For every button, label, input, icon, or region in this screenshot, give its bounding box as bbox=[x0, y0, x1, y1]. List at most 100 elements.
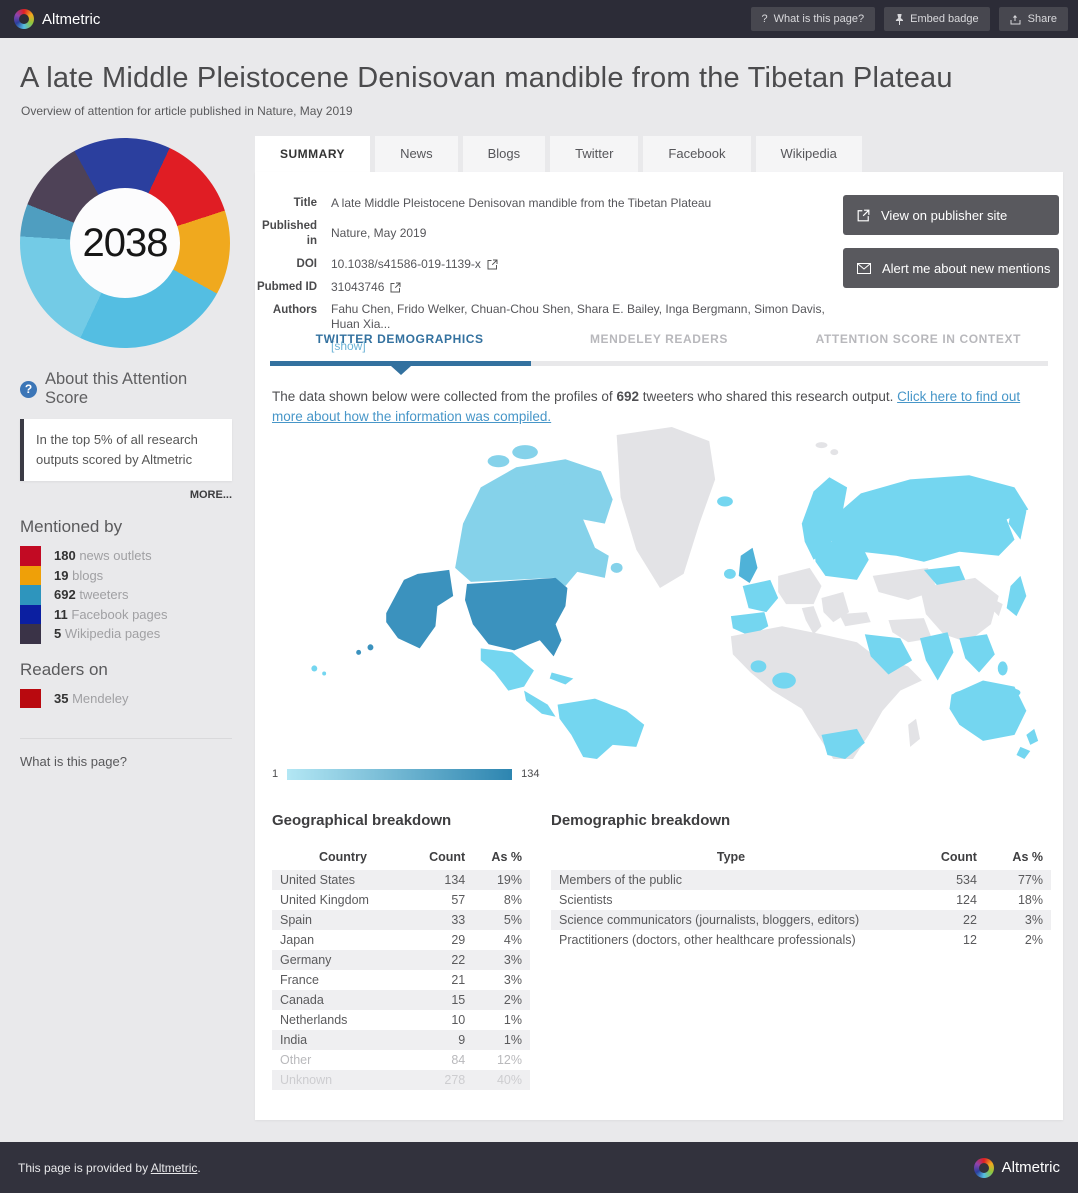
tab-summary[interactable]: SUMMARY bbox=[255, 136, 371, 172]
external-link-icon bbox=[857, 209, 870, 221]
doi-label: DOI bbox=[296, 258, 317, 270]
what-is-this-page-link[interactable]: What is this page? bbox=[20, 754, 127, 770]
subtab-notch bbox=[391, 366, 411, 375]
subtab-underline-active bbox=[270, 361, 531, 366]
top-bar: Altmetric ? What is this page? Embed bad… bbox=[0, 0, 1078, 38]
list-item: 11 Facebook pages bbox=[20, 604, 232, 625]
table-row: Spain 33 5% bbox=[272, 910, 530, 930]
share-button[interactable]: Share bbox=[998, 7, 1068, 31]
list-item: 180 news outlets bbox=[20, 546, 232, 566]
mendeley-color-swatch bbox=[20, 688, 41, 709]
list-item: 35 Mendeley bbox=[20, 688, 232, 709]
altmetric-footer-link[interactable]: Altmetric bbox=[150, 1160, 198, 1175]
external-link-icon[interactable] bbox=[390, 282, 401, 293]
sidebar: 2038 ? About this Attention Score In the… bbox=[20, 138, 232, 769]
facebook-color-swatch bbox=[20, 604, 41, 625]
attention-score: 2038 bbox=[82, 220, 169, 265]
blogs-color-swatch bbox=[20, 565, 41, 586]
about-attention-score[interactable]: ? About this Attention Score bbox=[20, 370, 232, 408]
list-item: 692 tweeters bbox=[20, 585, 232, 605]
main-tabs: SUMMARY News Blogs Twitter Facebook Wiki… bbox=[255, 136, 1063, 172]
world-map-choropleth[interactable] bbox=[270, 427, 1048, 759]
table-row: Practitioners (doctors, other healthcare… bbox=[559, 933, 1043, 947]
page-title: A late Middle Pleistocene Denisovan mand… bbox=[20, 62, 953, 94]
page-header: A late Middle Pleistocene Denisovan mand… bbox=[0, 38, 1078, 118]
sub-tabs: TWITTER DEMOGRAPHICS MENDELEY READERS AT… bbox=[270, 332, 1048, 346]
footer-text: This page is provided by Altmetric. bbox=[18, 1160, 201, 1175]
table-row: Members of the public 534 77% bbox=[551, 870, 1051, 890]
readers-list: 35 Mendeley bbox=[20, 688, 232, 709]
subtab-attention-score-context[interactable]: ATTENTION SCORE IN CONTEXT bbox=[815, 332, 1022, 346]
tab-wikipedia[interactable]: Wikipedia bbox=[755, 136, 862, 172]
table-row: Netherlands 10 1% bbox=[280, 1013, 522, 1027]
tweeter-count: 692 bbox=[616, 389, 639, 404]
altmetric-ring-icon bbox=[14, 9, 34, 29]
pubmed-label: Pubmed ID bbox=[256, 281, 317, 293]
mentioned-by-heading: Mentioned by bbox=[20, 517, 123, 537]
footer: This page is provided by Altmetric. Altm… bbox=[0, 1142, 1078, 1193]
demographics-intro: The data shown below were collected from… bbox=[272, 389, 1021, 424]
share-icon bbox=[1010, 14, 1021, 24]
table-row: Science communicators (journalists, blog… bbox=[551, 910, 1051, 930]
legend-min: 1 bbox=[272, 768, 279, 780]
footer-brand: Altmetric bbox=[973, 1157, 1060, 1178]
score-context-box: In the top 5% of all research outputs sc… bbox=[20, 419, 232, 482]
show-authors-link[interactable]: [show] bbox=[331, 339, 366, 353]
question-circle-icon: ? bbox=[20, 380, 37, 398]
authors-value: Fahu Chen, Frido Welker, Chuan-Chou Shen… bbox=[331, 302, 825, 331]
demographic-breakdown: Demographic breakdown Type Count As % Me… bbox=[551, 812, 1051, 950]
list-item: 19 blogs bbox=[20, 565, 232, 586]
published-in-value: Nature, May 2019 bbox=[331, 226, 427, 240]
tab-blogs[interactable]: Blogs bbox=[462, 136, 546, 172]
mentioned-by-list: 180 news outlets 19 blogs 692 tweeters 1… bbox=[20, 546, 232, 644]
summary-panel: Title A late Middle Pleistocene Denisova… bbox=[255, 172, 1063, 1120]
world-map-svg bbox=[311, 427, 1039, 759]
view-on-publisher-button[interactable]: View on publisher site bbox=[843, 195, 1059, 235]
table-row: Germany 22 3% bbox=[272, 950, 530, 970]
tab-news[interactable]: News bbox=[375, 136, 458, 172]
demo-title: Demographic breakdown bbox=[551, 812, 731, 829]
article-details: Title A late Middle Pleistocene Denisova… bbox=[255, 195, 830, 361]
subtab-underline bbox=[270, 361, 1048, 375]
compiled-info-link[interactable]: Click here to find out more about how th… bbox=[272, 389, 1021, 424]
table-row: United Kingdom 57 8% bbox=[280, 893, 522, 907]
envelope-icon bbox=[857, 262, 871, 274]
altmetric-logo: Altmetric bbox=[14, 9, 100, 29]
geographical-breakdown: Geographical breakdown Country Count As … bbox=[272, 812, 530, 1090]
table-row: Scientists 124 18% bbox=[559, 893, 1043, 907]
topbar-buttons: ? What is this page? Embed badge Share bbox=[750, 7, 1068, 31]
table-row: Other 84 12% bbox=[280, 1053, 522, 1067]
alert-new-mentions-button[interactable]: Alert me about new mentions bbox=[843, 248, 1059, 288]
list-item: 5 Wikipedia pages bbox=[20, 624, 232, 644]
tab-facebook[interactable]: Facebook bbox=[643, 136, 751, 172]
question-icon: ? bbox=[761, 13, 768, 25]
table-row: Unknown 278 40% bbox=[272, 1070, 530, 1090]
altmetric-ring-icon bbox=[973, 1157, 994, 1178]
title-value: A late Middle Pleistocene Denisovan mand… bbox=[331, 195, 712, 210]
embed-badge-button[interactable]: Embed badge bbox=[884, 7, 990, 31]
pubmed-value: 31043746 bbox=[331, 279, 385, 294]
subtab-mendeley-readers[interactable]: MENDELEY READERS bbox=[589, 332, 729, 346]
brand-name: Altmetric bbox=[42, 10, 101, 28]
table-row: Canada 15 2% bbox=[272, 990, 530, 1010]
sidebar-divider bbox=[20, 738, 232, 740]
title-label: Title bbox=[293, 197, 317, 209]
table-row: France 21 3% bbox=[280, 973, 522, 987]
subtab-twitter-demographics[interactable]: TWITTER DEMOGRAPHICS bbox=[315, 332, 484, 346]
news-color-swatch bbox=[20, 546, 41, 566]
altmetric-donut-badge: 2038 bbox=[20, 138, 230, 348]
what-is-this-page-button[interactable]: ? What is this page? bbox=[750, 7, 876, 31]
published-in-label: Published in bbox=[262, 220, 317, 247]
map-legend: 1 134 bbox=[272, 768, 539, 780]
wikipedia-color-swatch bbox=[20, 624, 41, 644]
tab-twitter[interactable]: Twitter bbox=[550, 136, 639, 172]
geo-table: Country Count As % United States 134 19% U… bbox=[272, 847, 530, 1090]
more-link[interactable]: MORE... bbox=[189, 489, 232, 502]
external-link-icon[interactable] bbox=[487, 259, 498, 270]
table-row: United States 134 19% bbox=[272, 870, 530, 890]
legend-max: 134 bbox=[521, 768, 540, 780]
doi-value: 10.1038/s41586-019-1139-x bbox=[331, 256, 481, 271]
pin-icon bbox=[896, 13, 904, 25]
donut-hole: 2038 bbox=[70, 188, 180, 298]
legend-gradient-bar bbox=[287, 768, 513, 780]
